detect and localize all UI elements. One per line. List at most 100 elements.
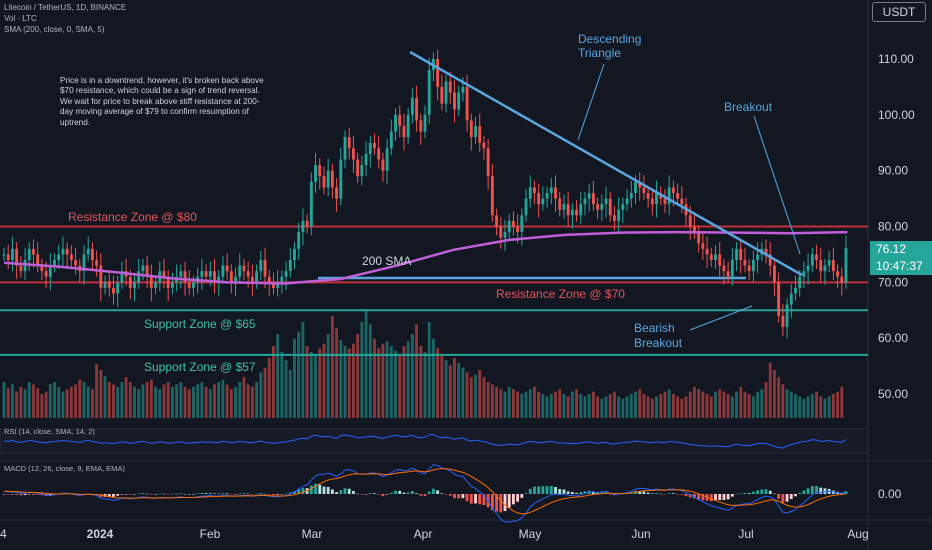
volume-bar <box>377 348 381 418</box>
volume-bar <box>65 389 69 418</box>
candle-body <box>478 126 482 143</box>
macd-histogram-bar <box>200 492 204 494</box>
candle-body <box>133 282 136 288</box>
volume-bar <box>158 389 162 418</box>
volume-bar <box>478 370 482 418</box>
volume-bar <box>756 391 760 418</box>
macd-histogram-bar <box>819 487 823 494</box>
volume-bar <box>284 360 288 418</box>
volume-bar <box>90 389 94 418</box>
candle-body <box>330 170 334 188</box>
macd-histogram-bar <box>238 493 242 494</box>
macd-histogram-bar <box>330 489 334 494</box>
macd-histogram-bar <box>457 494 461 499</box>
macd-histogram-bar <box>726 494 730 500</box>
candle-body <box>15 248 19 266</box>
candle-body <box>575 209 578 216</box>
candle-body <box>314 165 317 182</box>
macd-histogram-bar <box>213 493 216 495</box>
volume-bar <box>583 396 587 418</box>
volume-bar <box>549 394 553 418</box>
macd-histogram-bar <box>570 491 574 494</box>
candle-body <box>187 282 191 288</box>
macd-histogram-bar <box>246 493 250 495</box>
macd-histogram-bar <box>204 493 208 494</box>
volume-bar <box>27 382 31 418</box>
macd-histogram-bar <box>503 494 507 512</box>
candle-body <box>579 204 583 216</box>
volume-bar <box>103 376 107 418</box>
candle-body <box>499 226 503 238</box>
candle-body <box>208 271 212 277</box>
macd-histogram-bar <box>537 486 541 494</box>
time-tick-label: Mar <box>302 527 323 541</box>
candle-body <box>57 254 61 260</box>
sma-legend[interactable]: SMA (200, close, 0, SMA, 5) <box>4 25 105 34</box>
macd-histogram-bar <box>141 493 145 494</box>
candle-body <box>145 265 149 277</box>
candle-body <box>646 193 650 199</box>
candle-body <box>604 198 608 205</box>
candle-body <box>490 176 494 216</box>
analysis-note: Price is in a downtrend, however, it's b… <box>60 76 264 127</box>
volume-bar <box>520 394 524 418</box>
macd-histogram-bar <box>145 493 149 495</box>
macd-histogram-bar <box>794 494 797 497</box>
candle-body <box>343 137 347 160</box>
volume-bar <box>554 391 557 418</box>
candle-body <box>520 215 524 233</box>
candle-body <box>272 282 275 288</box>
macd-histogram-bar <box>806 488 810 494</box>
candle-body <box>457 92 461 110</box>
candle-body <box>537 193 541 205</box>
currency-button[interactable]: USDT <box>872 2 926 22</box>
candle-body <box>524 198 528 216</box>
rsi-legend[interactable]: RSI (14, close, SMA, 14, 2) <box>4 427 95 436</box>
candle-body <box>284 271 288 277</box>
macd-histogram-bar <box>40 494 44 496</box>
candle-body <box>48 265 52 277</box>
candle-body <box>802 271 806 277</box>
volume-bar <box>840 386 844 418</box>
macd-line <box>3 464 847 523</box>
macd-histogram-bar <box>810 486 814 494</box>
sma-200-label: 200 SMA <box>362 254 412 268</box>
volume-bar <box>722 391 726 418</box>
volume-legend[interactable]: Vol · LTC <box>4 14 37 23</box>
symbol-title[interactable]: Litecoin / TetherUS, 1D, BINANCE <box>4 3 127 12</box>
macd-histogram-bar <box>103 494 107 497</box>
volume-bar <box>697 389 701 418</box>
volume-bar <box>339 340 343 418</box>
volume-bar <box>322 343 326 418</box>
candle-body <box>107 282 111 288</box>
price-tick-label: 50.00 <box>878 387 908 401</box>
volume-bar <box>250 386 254 418</box>
candle-body <box>794 287 797 294</box>
breakout-arrow <box>753 115 801 255</box>
volume-bar <box>751 396 755 418</box>
volume-bar <box>562 394 566 418</box>
candle-body <box>112 287 115 294</box>
candle-body <box>642 187 646 193</box>
candle-body <box>179 271 183 277</box>
volume-bar <box>305 346 309 418</box>
macd-legend[interactable]: MACD (12, 26, close, 9, EMA, EMA) <box>4 464 125 473</box>
volume-bar <box>743 391 747 418</box>
macd-histogram-bar <box>208 492 212 494</box>
macd-histogram-bar <box>566 491 570 494</box>
candle-body <box>444 81 448 104</box>
volume-bar <box>124 377 128 418</box>
volume-bar <box>61 391 65 418</box>
volume-bar <box>638 389 642 418</box>
candle-body <box>587 193 591 199</box>
candle-body <box>756 254 760 260</box>
candle-body <box>170 282 174 288</box>
candle-body <box>267 276 271 283</box>
volume-bar <box>402 346 406 418</box>
volume-bar <box>798 396 802 418</box>
time-tick-label: Apr <box>414 527 433 541</box>
macd-histogram-bar <box>743 492 747 494</box>
volume-bar <box>680 398 684 418</box>
candle-body <box>229 271 233 283</box>
volume-bar <box>436 348 440 418</box>
